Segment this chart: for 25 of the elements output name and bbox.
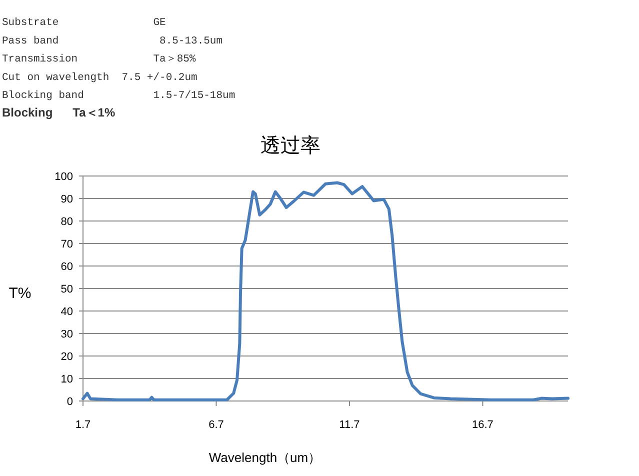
y-tick-label: 90: [60, 194, 73, 206]
line-series: [82, 181, 570, 402]
text: Blocking Ta＜1%: [2, 106, 116, 120]
y-tick-label: 40: [60, 306, 73, 318]
x-axis-title: Wavelength（um）: [208, 450, 322, 465]
y-tick-label: 70: [60, 238, 73, 250]
y-tick-label: 0: [66, 396, 73, 408]
text: Blocking band 1.5-7/15-18um: [2, 90, 236, 102]
y-tick-label: 100: [54, 171, 73, 183]
y-tick-label: 20: [60, 351, 73, 363]
y-tick-label: 10: [60, 374, 73, 386]
y-tick-label: 50: [60, 284, 73, 296]
text: Substrate GE: [2, 17, 166, 29]
y-axis-title: T%: [8, 285, 32, 302]
x-tick-label: 6.7: [208, 419, 224, 431]
text: Pass band 8.5-13.5um: [2, 35, 223, 48]
y-tick-label: 60: [60, 261, 73, 273]
x-tick-label: 16.7: [472, 419, 494, 431]
y-tick-label: 30: [60, 328, 73, 340]
chart-title: 透过率: [260, 135, 320, 157]
x-tick-label: 11.7: [339, 419, 360, 431]
text: Cut on wavelength 7.5 +/-0.2um: [2, 72, 198, 84]
text: Transmission Ta＞85%: [2, 54, 196, 66]
x-tick-label: 1.7: [75, 419, 91, 431]
y-tick-label: 80: [60, 216, 73, 228]
